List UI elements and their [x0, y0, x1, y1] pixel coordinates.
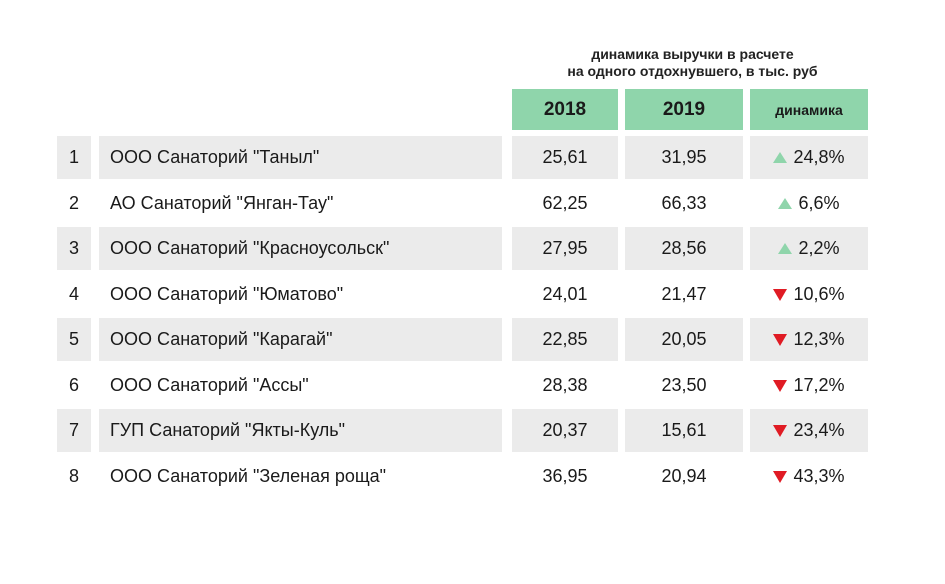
triangle-down-icon — [773, 424, 788, 437]
header-2018: 2018 — [512, 89, 618, 130]
header-dynamics: динамика — [750, 89, 868, 130]
change-value: 43,3% — [793, 466, 845, 486]
row-number: 1 — [57, 136, 91, 179]
change-cell: 6,6% — [750, 182, 868, 225]
triangle-up-icon — [778, 198, 793, 209]
table-row: 1 ООО Санаторий "Таныл" 25,61 31,95 24,8% — [0, 136, 945, 179]
value-2018: 22,85 — [512, 318, 618, 361]
value-2018: 28,38 — [542, 375, 588, 395]
change-cell: 12,3% — [750, 318, 868, 361]
value-2019: 21,47 — [661, 284, 707, 304]
value-2018: 62,25 — [542, 193, 588, 213]
change-value: 10,6% — [793, 284, 845, 304]
value-2018: 36,95 — [542, 466, 588, 486]
triangle-down-icon — [773, 470, 788, 483]
change-cell: 24,8% — [750, 136, 868, 179]
row-number: 3 — [57, 227, 91, 270]
change-value: 2,2% — [798, 238, 840, 258]
triangle-up-icon — [778, 243, 793, 254]
row-number: 8 — [68, 466, 79, 486]
value-2018: 25,61 — [512, 136, 618, 179]
table-row: 3 ООО Санаторий "Красноусольск" 27,95 28,56… — [0, 227, 945, 270]
change-cell: 10,6% — [750, 273, 868, 316]
row-number: 2 — [68, 193, 79, 213]
value-2019: 31,95 — [625, 136, 743, 179]
company-name: ООО Санаторий "Юматово" — [110, 284, 344, 304]
table-row: 7 ГУП Санаторий "Якты-Куль" 20,37 15,61 23,4… — [0, 409, 945, 452]
row-number: 7 — [57, 409, 91, 452]
company-name: ООО Санаторий "Зеленая роща" — [110, 466, 387, 486]
triangle-up-icon — [773, 152, 788, 163]
change-value: 12,3% — [793, 329, 845, 349]
table-row: 4 ООО Санаторий "Юматово" 24,01 21,47 10,6% — [0, 273, 945, 316]
change-value: 23,4% — [793, 420, 845, 440]
triangle-down-icon — [773, 333, 788, 346]
value-2019: 66,33 — [661, 193, 707, 213]
change-value: 24,8% — [793, 147, 845, 167]
change-cell: 2,2% — [750, 227, 868, 270]
subtitle-line-2: на одного отдохнувшего, в тыс. руб — [567, 63, 818, 79]
value-2019: 23,50 — [661, 375, 707, 395]
triangle-down-icon — [773, 379, 788, 392]
company-name: АО Санаторий "Янган-Тау" — [110, 193, 334, 213]
table-subtitle: динамика выручки в расчете на одного отд… — [505, 46, 880, 80]
row-number: 5 — [57, 318, 91, 361]
company-name: ГУП Санаторий "Якты-Куль" — [99, 409, 502, 452]
row-number: 4 — [68, 284, 79, 304]
value-2019: 28,56 — [625, 227, 743, 270]
table-row: 2 АО Санаторий "Янган-Тау" 62,25 66,33 6,6% — [0, 182, 945, 225]
company-name: ООО Санаторий "Карагай" — [99, 318, 502, 361]
table-row: 6 ООО Санаторий "Ассы" 28,38 23,50 17,2% — [0, 364, 945, 407]
change-cell: 23,4% — [750, 409, 868, 452]
value-2018: 24,01 — [542, 284, 588, 304]
change-cell: 17,2% — [750, 364, 868, 407]
change-value: 17,2% — [793, 375, 845, 395]
table-row: 5 ООО Санаторий "Карагай" 22,85 20,05 12,3% — [0, 318, 945, 361]
value-2019: 20,05 — [625, 318, 743, 361]
change-cell: 43,3% — [750, 455, 868, 498]
table-row: 8 ООО Санаторий "Зеленая роща" 36,95 20,94 4… — [0, 455, 945, 498]
subtitle-line-1: динамика выручки в расчете — [591, 46, 794, 62]
company-name: ООО Санаторий "Ассы" — [110, 375, 309, 395]
company-name: ООО Санаторий "Таныл" — [99, 136, 502, 179]
value-2019: 20,94 — [661, 466, 707, 486]
value-2018: 27,95 — [512, 227, 618, 270]
value-2019: 15,61 — [625, 409, 743, 452]
triangle-down-icon — [773, 288, 788, 301]
company-name: ООО Санаторий "Красноусольск" — [99, 227, 502, 270]
change-value: 6,6% — [798, 193, 840, 213]
value-2018: 20,37 — [512, 409, 618, 452]
row-number: 6 — [68, 375, 79, 395]
header-2019: 2019 — [625, 89, 743, 130]
